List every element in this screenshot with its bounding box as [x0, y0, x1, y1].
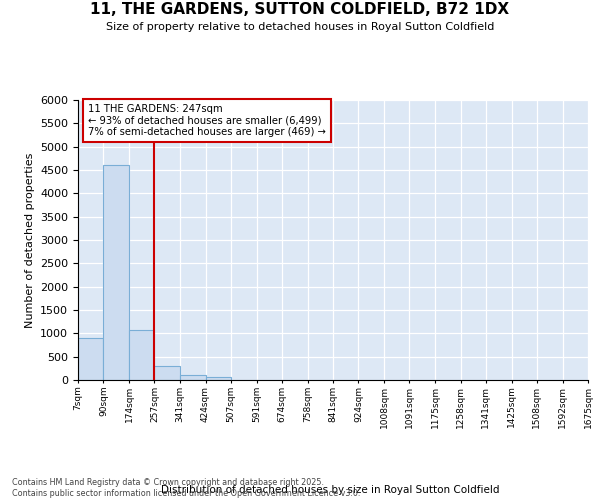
Bar	[129, 330, 154, 380]
Y-axis label: Number of detached properties: Number of detached properties	[25, 152, 35, 328]
Bar	[180, 376, 205, 380]
Text: Contains HM Land Registry data © Crown copyright and database right 2025.
Contai: Contains HM Land Registry data © Crown c…	[12, 478, 361, 498]
Text: Distribution of detached houses by size in Royal Sutton Coldfield: Distribution of detached houses by size …	[161, 485, 499, 495]
Bar	[154, 366, 180, 380]
Text: 11, THE GARDENS, SUTTON COLDFIELD, B72 1DX: 11, THE GARDENS, SUTTON COLDFIELD, B72 1…	[91, 2, 509, 18]
Bar	[103, 166, 129, 380]
Bar	[205, 377, 231, 380]
Bar	[78, 338, 103, 380]
Text: 11 THE GARDENS: 247sqm
← 93% of detached houses are smaller (6,499)
7% of semi-d: 11 THE GARDENS: 247sqm ← 93% of detached…	[88, 104, 326, 138]
Text: Size of property relative to detached houses in Royal Sutton Coldfield: Size of property relative to detached ho…	[106, 22, 494, 32]
